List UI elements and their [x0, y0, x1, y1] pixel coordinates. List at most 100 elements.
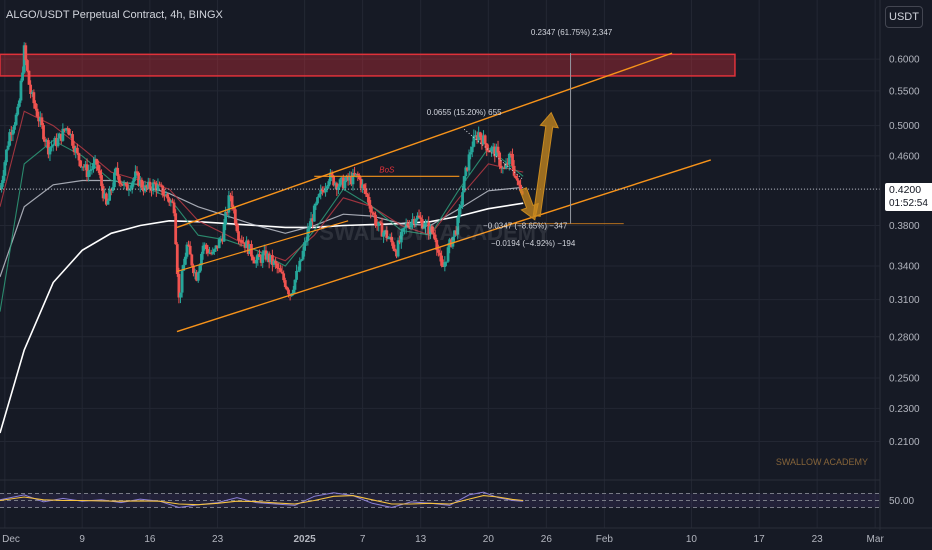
candle-body	[441, 265, 445, 267]
candle-body	[287, 289, 290, 295]
candle-body	[325, 186, 329, 189]
candle-body	[250, 244, 253, 257]
drawings: BoS 0.2347 (61.75%) 2,347 0.0655 (15.20%) …	[0, 28, 880, 333]
candle-body	[343, 180, 347, 189]
candle-body	[88, 169, 92, 171]
candle-body	[464, 167, 468, 177]
candle-body	[17, 100, 21, 107]
candle-body	[150, 189, 153, 192]
candle-body	[333, 183, 337, 186]
candle-body	[359, 178, 363, 189]
candle-body	[195, 272, 199, 281]
candle-body	[24, 45, 28, 61]
candle-body	[499, 165, 503, 169]
candle-body	[430, 226, 434, 233]
candle-body	[225, 211, 229, 213]
time-tick-label: 16	[144, 534, 156, 545]
rsi-band	[0, 493, 880, 508]
bar-countdown: 01:52:54	[889, 198, 928, 209]
candle-body	[491, 146, 495, 148]
candle-body	[283, 280, 287, 287]
candle-body	[317, 194, 321, 198]
resistance-zone-layer	[0, 53, 736, 77]
candle-body	[248, 244, 252, 254]
candle-body	[475, 135, 479, 141]
candle-body	[56, 138, 60, 147]
candle-body	[270, 255, 274, 265]
candle-body	[95, 159, 99, 165]
candle-body	[108, 189, 111, 201]
candle-body	[514, 175, 518, 179]
time-tick-label: 23	[212, 534, 224, 545]
chart-title: ALGO/USDT Perpetual Contract, 4h, BINGX	[6, 9, 223, 21]
candle-body	[151, 182, 155, 192]
candle-body	[135, 171, 139, 173]
candle-body	[183, 256, 187, 265]
candle-body	[117, 176, 121, 184]
candle-body	[104, 193, 108, 205]
candle-body	[420, 219, 424, 229]
rsi-panel	[0, 479, 932, 509]
candle-body	[303, 242, 307, 251]
candle-body	[19, 80, 23, 101]
candle-body	[219, 238, 223, 240]
candle-body	[243, 242, 247, 248]
candle-body	[230, 196, 234, 207]
candle-body	[172, 202, 176, 214]
candle-body	[432, 232, 435, 235]
candle-body	[114, 167, 118, 173]
candle-body	[314, 203, 318, 206]
measure-upper-label: 0.2347 (61.75%) 2,347	[531, 28, 613, 37]
price-tick-label: 0.4600	[889, 151, 920, 162]
candle-body	[470, 146, 474, 153]
candle-body	[264, 250, 268, 260]
candle-body	[53, 137, 57, 145]
candle-body	[387, 237, 390, 239]
candle-body	[332, 175, 336, 186]
candle-body	[153, 182, 157, 184]
candle-body	[427, 222, 431, 234]
candle-body	[519, 184, 522, 192]
candle-body	[21, 72, 24, 81]
candle-body	[459, 205, 463, 208]
candle-body	[71, 134, 74, 146]
candle-body	[372, 212, 376, 215]
candle-body	[312, 205, 316, 222]
rsi-tick-label: 50.00	[889, 496, 914, 507]
candle-body	[253, 260, 257, 264]
candle-body	[433, 234, 437, 240]
candle-body	[100, 175, 103, 187]
candle-body	[349, 176, 353, 185]
candle-body	[37, 116, 41, 122]
candle-body	[127, 189, 131, 191]
candle-body	[485, 143, 489, 151]
candle-body	[64, 128, 68, 131]
candle-body	[377, 221, 381, 226]
candle-body	[391, 242, 395, 249]
candle-body	[206, 249, 210, 254]
candle-body	[45, 140, 49, 142]
candle-body	[182, 264, 186, 271]
candle-body	[166, 194, 170, 199]
candle-body	[92, 163, 95, 170]
price-tick-label: 0.2300	[889, 404, 920, 415]
candle-body	[301, 250, 305, 260]
candle-body	[0, 182, 4, 190]
candle-body	[424, 222, 427, 228]
candle-body	[465, 167, 469, 171]
currency-button[interactable]: USDT	[885, 6, 923, 28]
candle-body	[469, 152, 473, 155]
measure-low1-label: −0.0347 (−8.65%) −347	[483, 222, 568, 231]
candle-body	[125, 184, 129, 191]
channel-upper-line	[176, 52, 673, 229]
candle-body	[8, 132, 12, 146]
candle-body	[285, 286, 289, 290]
candle-body	[385, 230, 389, 238]
candle-body	[58, 133, 62, 139]
candle-body	[143, 185, 147, 192]
candle-body	[229, 195, 232, 197]
candle-body	[428, 226, 432, 234]
resistance-zone	[0, 53, 736, 77]
